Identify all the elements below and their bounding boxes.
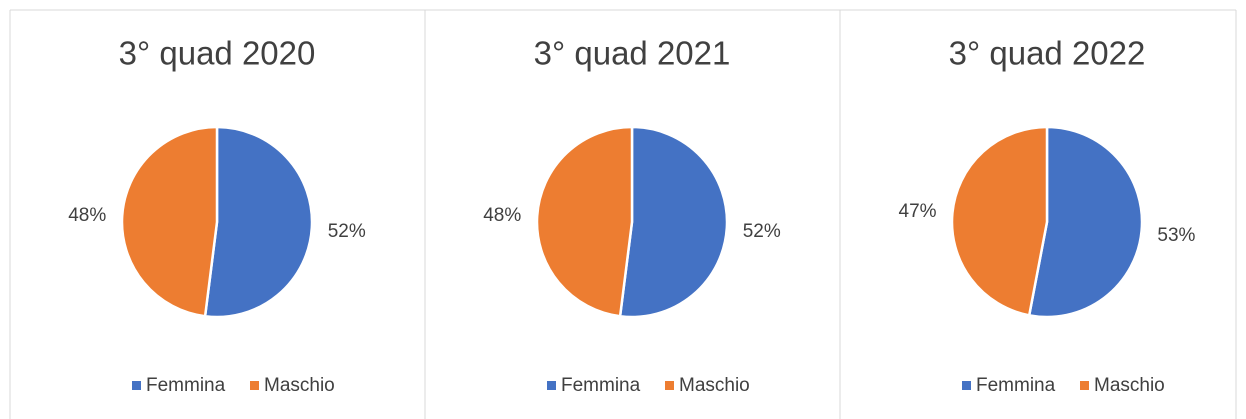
- legend-label: Femmina: [976, 375, 1056, 396]
- data-label: 47%: [899, 201, 937, 222]
- legend-marker: [665, 381, 674, 390]
- chart-title: 3° quad 2020: [119, 35, 316, 72]
- chart-title: 3° quad 2021: [534, 35, 731, 72]
- data-label: 52%: [328, 221, 366, 242]
- data-label: 52%: [743, 221, 781, 242]
- legend-marker: [547, 381, 556, 390]
- legend-marker: [250, 381, 259, 390]
- legend-marker: [1080, 381, 1089, 390]
- legend-label: Femmina: [561, 375, 641, 396]
- legend-label: Maschio: [1094, 375, 1165, 396]
- legend-label: Maschio: [264, 375, 335, 396]
- legend-label: Femmina: [146, 375, 226, 396]
- pie-slice: [1027, 125, 1144, 319]
- legend-marker: [132, 381, 141, 390]
- data-label: 53%: [1157, 225, 1195, 246]
- pie-slice: [950, 125, 1049, 317]
- legend-marker: [962, 381, 971, 390]
- chart-title: 3° quad 2022: [949, 35, 1146, 72]
- data-label: 48%: [483, 205, 521, 226]
- pie-slice: [120, 125, 219, 318]
- pie-slice: [203, 125, 314, 319]
- pie-slice: [618, 125, 729, 319]
- data-label: 48%: [68, 205, 106, 226]
- legend-label: Maschio: [679, 375, 750, 396]
- pie-slice: [535, 125, 634, 318]
